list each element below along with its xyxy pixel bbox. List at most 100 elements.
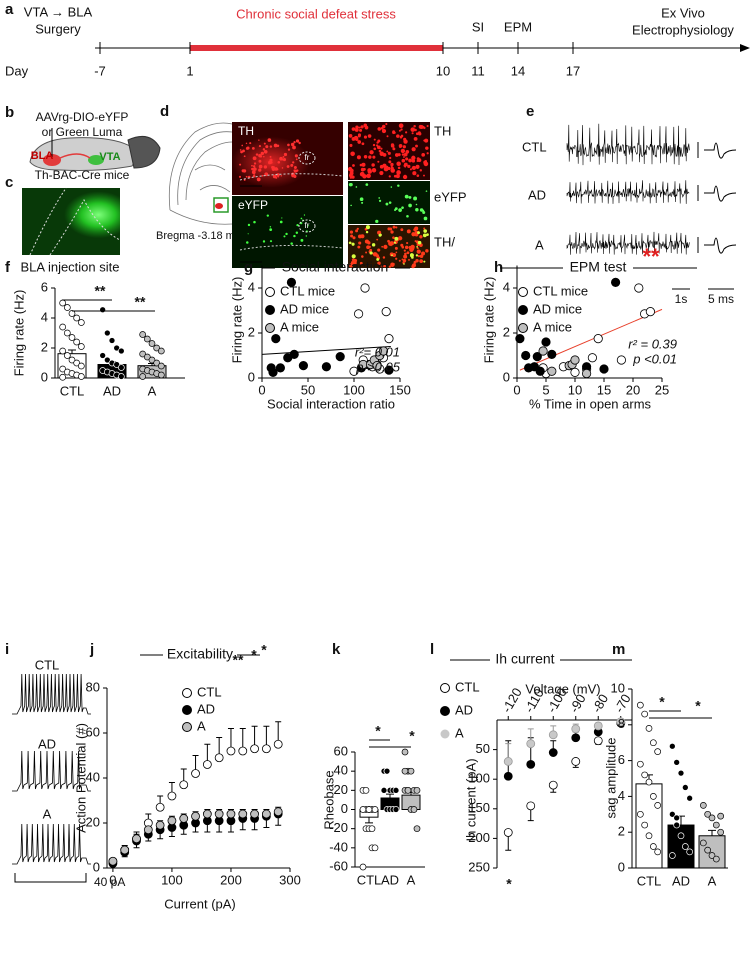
outline (239, 173, 344, 251)
cell (386, 150, 389, 153)
y-tick-label: 6 (41, 279, 48, 294)
cell (418, 255, 421, 258)
data-point (117, 373, 125, 380)
data-point (571, 733, 581, 743)
data-point (712, 821, 720, 829)
cell (350, 151, 355, 157)
data-point (103, 329, 111, 337)
data-point (139, 331, 147, 338)
cell (390, 144, 395, 148)
cell (407, 164, 411, 169)
cell (414, 128, 417, 132)
cell (365, 251, 368, 254)
cell (419, 169, 422, 172)
cell (365, 225, 370, 230)
y-tick-label: 8 (618, 716, 625, 731)
cell (395, 226, 398, 229)
cell (383, 244, 388, 249)
cell (389, 241, 395, 246)
cell (351, 242, 355, 246)
x-tick-label: -120 (499, 685, 525, 715)
cell (362, 167, 366, 171)
group-label: CTL (35, 657, 60, 672)
cell (377, 248, 381, 252)
cell (404, 194, 409, 199)
cell (280, 174, 283, 177)
panel-letter: g (244, 259, 253, 276)
y-tick-label: 150 (468, 800, 490, 815)
cell (361, 255, 364, 258)
cell (281, 217, 283, 219)
data-point (668, 810, 676, 818)
cell (357, 140, 362, 144)
step-response (12, 823, 91, 865)
cell (372, 252, 378, 257)
cell (399, 135, 403, 139)
annotation: r² = 0.39 (628, 336, 677, 351)
cell (408, 195, 412, 199)
cell (292, 145, 296, 150)
cell (246, 241, 249, 244)
cell (351, 254, 356, 259)
cell (295, 158, 298, 161)
data-point (167, 791, 177, 801)
cell (361, 142, 365, 146)
cell (423, 229, 428, 233)
cell (403, 263, 405, 265)
cell (404, 245, 409, 250)
cell (380, 265, 384, 268)
data-point (636, 701, 644, 709)
y-axis-label: Ih current (pA) (463, 758, 478, 841)
cell (394, 236, 399, 241)
data-point (202, 760, 212, 769)
region-label: VTA (99, 151, 120, 163)
y-tick-label: 4 (248, 279, 255, 294)
data-point (699, 801, 707, 809)
x-tick-label: AD (672, 873, 690, 888)
y-tick-label: 0 (503, 369, 510, 384)
spike-waveform (704, 237, 737, 254)
cell (426, 152, 429, 155)
cell (279, 156, 283, 161)
cell (290, 242, 293, 245)
cell (411, 132, 414, 135)
data-point (649, 843, 657, 850)
y-tick-label: 200 (468, 830, 490, 845)
chart-title: Ih current (495, 651, 554, 667)
zoom-label: eYFP (434, 189, 467, 204)
x-tick-label: A (708, 873, 717, 888)
data-point (250, 809, 259, 819)
chart-title: EPM test (570, 259, 627, 275)
cell (348, 173, 353, 178)
data-point (371, 806, 379, 813)
data-point (191, 769, 200, 778)
day-axis-label: Day (5, 63, 29, 78)
cell (263, 155, 265, 158)
cell (359, 197, 364, 202)
error-bar (708, 829, 716, 836)
cell (300, 238, 304, 242)
data-point (634, 283, 644, 293)
cell (410, 127, 416, 132)
data-point (148, 340, 156, 347)
group-label: A (535, 237, 544, 252)
data-point (616, 355, 627, 365)
cell (402, 145, 406, 149)
group-label: AD (528, 187, 546, 202)
data-point (273, 807, 283, 817)
data-point (349, 366, 359, 376)
recording-trace (566, 123, 690, 166)
x-tick-label: 100 (161, 872, 183, 887)
data-point (526, 739, 536, 749)
data-point (521, 350, 531, 361)
cell (392, 131, 396, 135)
data-point (148, 356, 156, 364)
cell (240, 150, 243, 154)
cell (378, 199, 382, 202)
data-point (143, 825, 153, 835)
data-point (681, 784, 689, 791)
cell (283, 235, 286, 238)
data-point (73, 338, 81, 346)
bregma-label: Bregma -3.18 mm (156, 230, 244, 242)
